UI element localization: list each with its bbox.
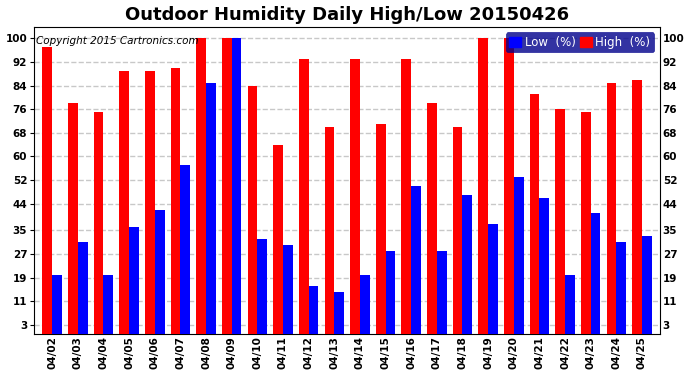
Bar bbox=[632, 80, 642, 334]
Bar bbox=[514, 177, 524, 334]
Bar bbox=[453, 127, 462, 334]
Bar bbox=[68, 103, 78, 334]
Bar bbox=[555, 109, 565, 334]
Bar bbox=[222, 38, 232, 334]
Bar bbox=[616, 242, 626, 334]
Bar bbox=[488, 224, 498, 334]
Bar bbox=[43, 47, 52, 334]
Bar bbox=[607, 82, 616, 334]
Bar bbox=[94, 112, 104, 334]
Bar bbox=[170, 68, 180, 334]
Bar bbox=[206, 82, 216, 334]
Bar bbox=[376, 124, 386, 334]
Bar bbox=[324, 127, 334, 334]
Bar bbox=[581, 112, 591, 334]
Bar bbox=[360, 274, 370, 334]
Bar bbox=[299, 59, 308, 334]
Bar bbox=[350, 59, 360, 334]
Bar bbox=[119, 71, 129, 334]
Bar bbox=[283, 245, 293, 334]
Bar bbox=[248, 86, 257, 334]
Text: Copyright 2015 Cartronics.com: Copyright 2015 Cartronics.com bbox=[35, 36, 198, 46]
Legend: Low  (%), High  (%): Low (%), High (%) bbox=[506, 32, 654, 53]
Bar bbox=[155, 210, 164, 334]
Bar bbox=[540, 198, 549, 334]
Bar bbox=[427, 103, 437, 334]
Bar bbox=[197, 38, 206, 334]
Bar bbox=[478, 38, 488, 334]
Bar bbox=[232, 38, 241, 334]
Bar bbox=[402, 59, 411, 334]
Bar bbox=[308, 286, 318, 334]
Bar bbox=[462, 195, 472, 334]
Bar bbox=[411, 186, 421, 334]
Bar bbox=[437, 251, 446, 334]
Bar bbox=[386, 251, 395, 334]
Bar bbox=[530, 94, 540, 334]
Bar bbox=[642, 236, 652, 334]
Bar bbox=[504, 38, 514, 334]
Bar bbox=[52, 274, 62, 334]
Bar bbox=[145, 71, 155, 334]
Bar bbox=[334, 292, 344, 334]
Bar bbox=[78, 242, 88, 334]
Bar bbox=[129, 227, 139, 334]
Title: Outdoor Humidity Daily High/Low 20150426: Outdoor Humidity Daily High/Low 20150426 bbox=[125, 6, 569, 24]
Bar bbox=[104, 274, 113, 334]
Bar bbox=[591, 213, 600, 334]
Bar bbox=[257, 239, 267, 334]
Bar bbox=[180, 165, 190, 334]
Bar bbox=[565, 274, 575, 334]
Bar bbox=[273, 145, 283, 334]
